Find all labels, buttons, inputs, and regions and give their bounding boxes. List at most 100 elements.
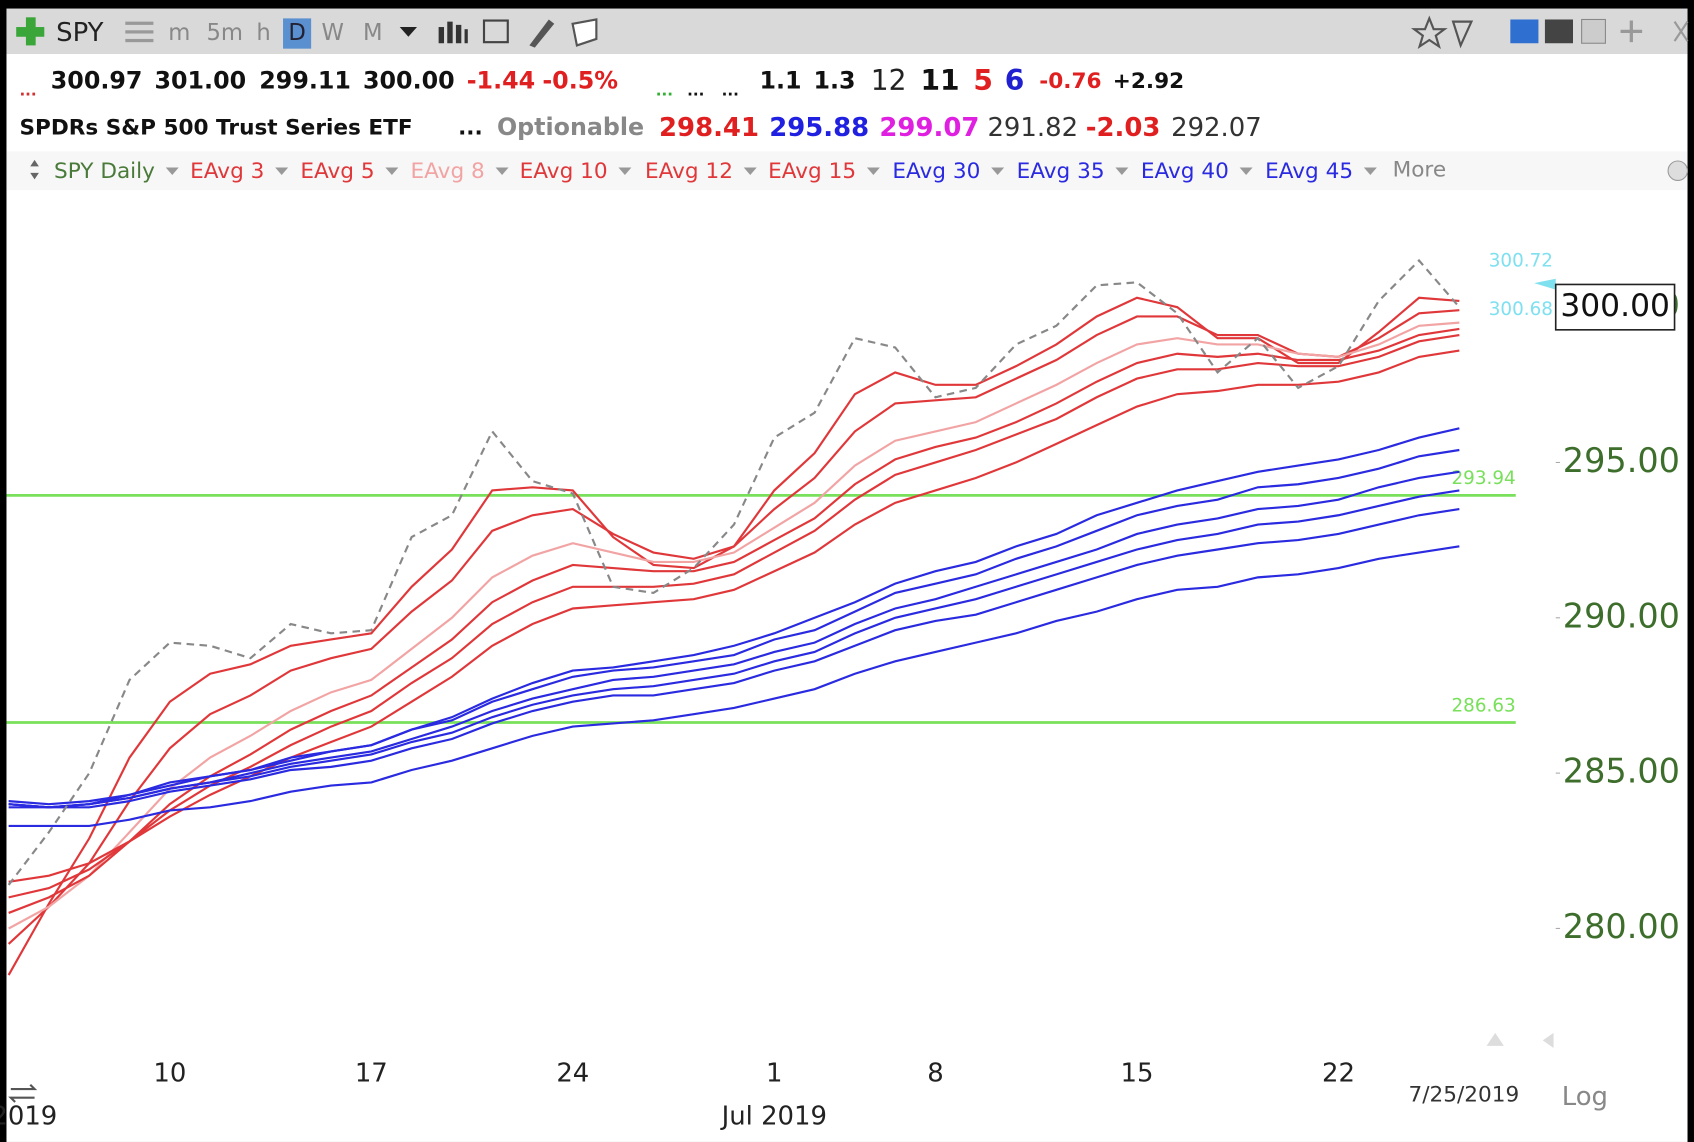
- log-toggle[interactable]: Log: [1562, 1082, 1608, 1112]
- x-tick-label: 15: [1120, 1058, 1153, 1088]
- legend-entry[interactable]: EAvg 15: [768, 159, 856, 184]
- window-icon[interactable]: [1581, 18, 1606, 44]
- note-icon[interactable]: [571, 18, 598, 47]
- s-icon[interactable]: [1510, 19, 1539, 44]
- series-line: [8, 333, 1460, 899]
- y-tick-label: 280.00: [1563, 907, 1680, 946]
- alert-icon[interactable]: [1451, 20, 1474, 49]
- quote-value: +2.92: [1113, 69, 1184, 94]
- quote-value: -0.76: [1039, 69, 1101, 94]
- refresh-icon[interactable]: [6, 1080, 39, 1105]
- last-price-box: [1554, 283, 1676, 331]
- legend-entry[interactable]: EAvg 40: [1141, 159, 1229, 184]
- info-text: SPDRs S&P 500 Trust Series ETF: [19, 116, 412, 141]
- legend-arrow[interactable]: [1239, 167, 1253, 176]
- period-button[interactable]: 5m: [206, 20, 243, 46]
- x-tick-label: 22: [1322, 1058, 1355, 1088]
- quote-value: ...: [656, 81, 673, 99]
- quote-value: 299.11: [259, 67, 351, 95]
- info-text: 291.82: [987, 113, 1078, 143]
- info-text: 295.88: [769, 113, 869, 143]
- legend-entry[interactable]: EAvg 5: [300, 159, 374, 184]
- bar-icon[interactable]: [438, 21, 468, 44]
- info-text: -2.03: [1086, 113, 1161, 143]
- series-line: [8, 508, 1460, 809]
- legend-entry[interactable]: EAvg 35: [1017, 159, 1105, 184]
- legend-arrow[interactable]: [495, 167, 509, 176]
- quote-value: 300.00: [363, 67, 455, 95]
- legend-arrow[interactable]: [866, 167, 880, 176]
- price-annotation: 300.72: [1489, 250, 1553, 271]
- symbol[interactable]: SPY: [56, 18, 103, 48]
- scroll-arrows[interactable]: [1486, 1032, 1554, 1048]
- grid-icon[interactable]: [482, 19, 509, 44]
- legend-arrow[interactable]: [1363, 167, 1377, 176]
- quote-value: -1.44: [467, 67, 535, 95]
- settings-icon[interactable]: [1667, 160, 1689, 181]
- add-icon[interactable]: [16, 17, 45, 46]
- quote-value: 11: [920, 64, 959, 97]
- series-line: [8, 327, 1460, 914]
- y-tick-label: 295.00: [1563, 441, 1680, 480]
- list-icon[interactable]: [125, 21, 154, 43]
- quote-value: 301.00: [154, 67, 246, 95]
- series-line: [8, 489, 1460, 809]
- period-button[interactable]: m: [168, 20, 190, 46]
- level-label: 293.94: [1451, 468, 1515, 489]
- quote-value: 12: [871, 64, 907, 97]
- series-line: [7, 309, 1460, 945]
- level-label: 286.63: [1451, 695, 1515, 716]
- x-tick-label: 8: [927, 1058, 943, 1088]
- quote-value: ...: [687, 81, 704, 99]
- x-tick-label: 1: [766, 1058, 782, 1088]
- legend-entry[interactable]: EAvg 12: [645, 159, 733, 184]
- sort-icon: [30, 159, 39, 180]
- legend-arrow[interactable]: [991, 167, 1005, 176]
- star-icon[interactable]: [1410, 15, 1448, 50]
- legend-bar: [6, 151, 1688, 191]
- period-selected: [283, 18, 312, 49]
- y-tick-label: 285.00: [1563, 752, 1680, 791]
- series-line: [8, 470, 1460, 809]
- legend-entry[interactable]: EAvg 30: [892, 159, 980, 184]
- x-tick-label: 24: [556, 1058, 589, 1088]
- legend-entry[interactable]: EAvg 45: [1265, 159, 1353, 184]
- period-button[interactable]: W: [322, 20, 344, 46]
- window-bg: [6, 8, 1688, 1142]
- quote-value: -0.5%: [542, 67, 618, 95]
- period-button[interactable]: h: [256, 20, 270, 46]
- quote-value: 300.97: [51, 67, 143, 95]
- quote-value: 5: [973, 64, 993, 97]
- period-button[interactable]: M: [363, 20, 383, 46]
- last-price-label: 300.00: [1560, 288, 1670, 324]
- refresh-arrows[interactable]: [8, 1083, 38, 1103]
- legend-arrow[interactable]: [618, 167, 632, 176]
- legend-arrow[interactable]: [385, 167, 399, 176]
- info-text: 298.41: [659, 113, 759, 143]
- series-line: [8, 321, 1460, 930]
- series-line: [8, 448, 1460, 806]
- legend-entry[interactable]: EAvg 10: [520, 159, 608, 184]
- move-icon[interactable]: [1620, 20, 1643, 43]
- legend-entry[interactable]: EAvg 8: [411, 159, 485, 184]
- legend-entry[interactable]: SPY Daily: [54, 159, 155, 184]
- legend-more[interactable]: More: [1393, 158, 1447, 183]
- quote-value: 1.3: [814, 67, 856, 95]
- price-pointer: [1534, 278, 1556, 290]
- info-text: ...: [458, 116, 483, 141]
- pencil-icon[interactable]: [529, 19, 555, 48]
- legend-entry[interactable]: EAvg 3: [190, 159, 264, 184]
- legend-arrow[interactable]: [1115, 167, 1129, 176]
- period-button[interactable]: D: [288, 20, 305, 46]
- legend-arrow[interactable]: [165, 167, 179, 176]
- dropdown-arrow[interactable]: [399, 27, 418, 37]
- legend-arrow[interactable]: [275, 167, 289, 176]
- info-text: 299.07: [879, 113, 979, 143]
- price-annotation: 300.68: [1489, 299, 1553, 320]
- close-icon[interactable]: [1673, 21, 1689, 42]
- t-icon[interactable]: [1544, 19, 1573, 44]
- period-label: Jul 2019: [720, 1102, 827, 1132]
- quote-value: ...: [19, 81, 36, 99]
- legend-arrow[interactable]: [743, 167, 757, 176]
